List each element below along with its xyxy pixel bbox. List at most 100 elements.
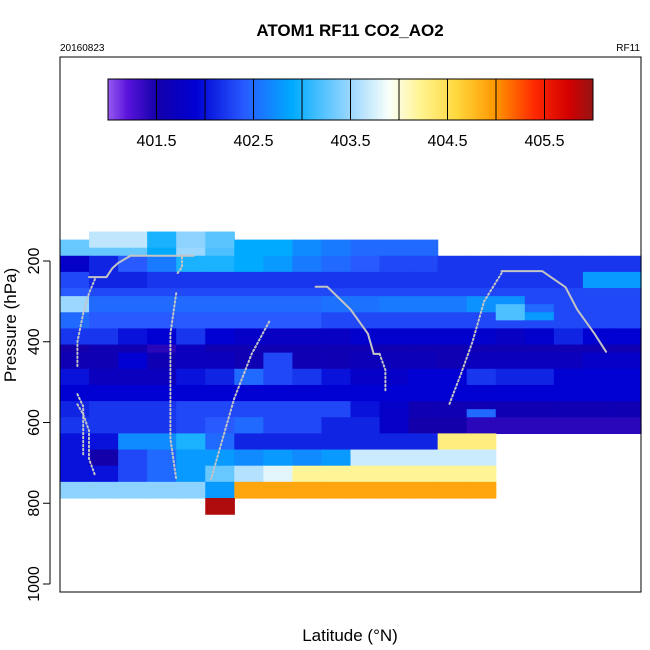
colorbar-swatch (486, 79, 490, 120)
colorbar-swatch (163, 79, 167, 120)
heatmap-cell (495, 304, 526, 313)
colorbar-swatch (197, 79, 201, 120)
colorbar-swatch (255, 79, 259, 120)
colorbar-swatch (481, 79, 485, 120)
heatmap-cell (524, 409, 555, 418)
heatmap-cell (611, 304, 642, 313)
heatmap-cell (582, 255, 613, 265)
colorbar-swatch (120, 79, 124, 120)
heatmap-cell (205, 481, 235, 491)
heatmap-cell (60, 401, 90, 410)
heatmap-cell (234, 457, 264, 467)
heatmap-cell (205, 312, 235, 321)
heatmap-cell (263, 304, 293, 313)
heatmap-cell (89, 473, 119, 483)
heatmap-cell (408, 481, 439, 491)
heatmap-cell (408, 320, 439, 330)
heatmap-cell (60, 449, 90, 459)
heatmap-cell (292, 376, 323, 386)
heatmap-cell (263, 288, 293, 297)
chart-title: ATOM1 RF11 CO2_AO2 (256, 21, 443, 40)
heatmap-cell (524, 312, 555, 321)
colorbar-swatch (580, 79, 584, 120)
heatmap-cell (60, 441, 90, 451)
heatmap-cell (466, 320, 497, 330)
heatmap-cell (408, 441, 439, 451)
heatmap-cell (176, 320, 206, 330)
colorbar-swatch (476, 79, 480, 120)
heatmap-cell (408, 473, 439, 483)
heatmap-cell (611, 409, 642, 418)
heatmap-cell (379, 336, 410, 346)
colorbar-swatch (566, 79, 570, 120)
heatmap-cell (147, 417, 177, 426)
heatmap-cell (408, 449, 439, 459)
heatmap-cell (495, 263, 526, 273)
heatmap-cell (234, 296, 264, 305)
heatmap-cell (147, 271, 177, 281)
heatmap-cell (350, 425, 381, 435)
heatmap-cell (89, 239, 119, 249)
colorbar-swatch (546, 79, 550, 120)
heatmap-cell (89, 384, 119, 394)
heatmap-cell (379, 489, 410, 499)
colorbar-swatch (479, 79, 482, 120)
heatmap-cell (60, 304, 90, 313)
colorbar-swatch (304, 79, 308, 120)
heatmap-cell (205, 328, 235, 338)
flight-track-line (314, 285, 381, 355)
heatmap-cell (379, 344, 410, 354)
heatmap-cell (263, 376, 293, 386)
colorbar-swatch (556, 79, 560, 120)
colorbar: 401.5 402.5 403.5 404.5 405.5 (107, 78, 594, 150)
heatmap-cell (176, 296, 206, 305)
heatmap-cell (176, 312, 206, 321)
heatmap-cell (205, 231, 235, 241)
heatmap-cell (60, 425, 90, 435)
heatmap-cell (495, 288, 526, 297)
heatmap-cell (437, 481, 468, 491)
heatmap-cell (176, 304, 206, 313)
heatmap-cell (524, 368, 555, 378)
heatmap-cell (408, 465, 439, 475)
colorbar-swatch (188, 79, 191, 120)
colorbar-swatch (352, 79, 356, 120)
heatmap-cell (321, 247, 352, 257)
heatmap-cell (292, 465, 323, 475)
heatmap-cell (118, 344, 148, 354)
heatmap-cell (466, 409, 497, 418)
heatmap-cell (263, 296, 293, 305)
heatmap-cell (466, 288, 497, 297)
heatmap-cell (582, 417, 613, 426)
heatmap-cell (89, 320, 119, 330)
colorbar-swatch (343, 79, 347, 120)
colorbar-swatch (418, 79, 422, 120)
heatmap-cell (60, 417, 90, 426)
colorbar-swatch (316, 79, 320, 120)
heatmap-cell (292, 384, 323, 394)
colorbar-swatch (442, 79, 446, 120)
colorbar-swatch (401, 79, 405, 120)
heatmap-cell (466, 263, 497, 273)
heatmap-cell (147, 489, 177, 499)
colorbar-swatch (156, 79, 160, 120)
colorbar-swatch (289, 79, 293, 120)
heatmap-cell (495, 425, 526, 435)
colorbar-swatch (258, 79, 262, 120)
heatmap-cell (176, 457, 206, 467)
heatmap-cell (437, 271, 468, 281)
heatmap-cell (118, 384, 148, 394)
heatmap-cell (60, 368, 90, 378)
colorbar-swatch (508, 79, 512, 120)
heatmap-cell (408, 344, 439, 354)
heatmap-cell (60, 336, 90, 346)
heatmap-cell (234, 263, 264, 273)
heatmap-cell (379, 328, 410, 338)
heatmap-cell (292, 239, 323, 249)
heatmap-cell (292, 401, 323, 410)
heatmap-cell (118, 489, 148, 499)
plot-frame (59, 56, 642, 593)
x-axis-label: Latitude (°N) (302, 626, 398, 645)
heatmap-cell (60, 376, 90, 386)
heatmap-cell (205, 352, 235, 362)
